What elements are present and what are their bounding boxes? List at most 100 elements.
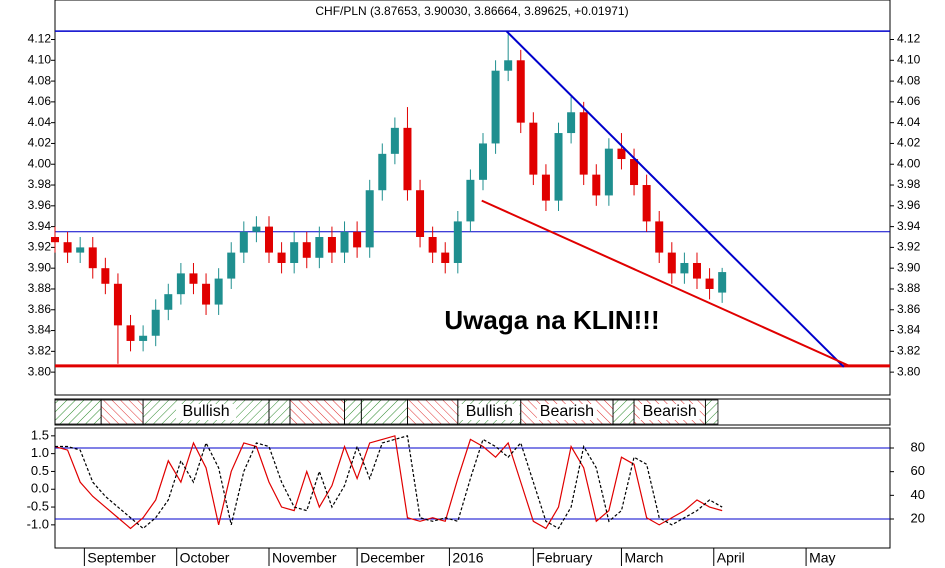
x-tick-label: April bbox=[717, 550, 745, 566]
candle-body bbox=[227, 252, 236, 279]
signal-segment bbox=[100, 399, 144, 425]
candle-body bbox=[692, 262, 701, 279]
y-tick-label: 0.0 bbox=[31, 481, 49, 496]
y2-tick-label: 60 bbox=[911, 463, 925, 478]
candle-body bbox=[604, 148, 613, 196]
signal-segment bbox=[704, 399, 719, 425]
signal-segment bbox=[289, 399, 345, 425]
candle-body bbox=[403, 127, 412, 191]
y-tick-label: 3.94 bbox=[897, 219, 921, 233]
x-tick-label: February bbox=[536, 550, 592, 566]
candle-body bbox=[491, 70, 500, 144]
signal-segment bbox=[407, 399, 459, 425]
candle-body bbox=[315, 237, 324, 258]
candle-body bbox=[592, 174, 601, 196]
candle-body bbox=[164, 294, 173, 310]
y-tick-label: 3.82 bbox=[897, 344, 921, 358]
y-tick-label: 3.86 bbox=[28, 302, 52, 316]
y-tick-label: 3.88 bbox=[28, 281, 52, 295]
candle-body bbox=[214, 278, 223, 305]
candle-body bbox=[126, 325, 135, 341]
candle-body bbox=[88, 247, 97, 269]
candle-body bbox=[478, 143, 487, 180]
candle-body bbox=[378, 153, 387, 191]
y-tick-label: 4.04 bbox=[28, 115, 52, 129]
trend-line bbox=[481, 199, 850, 367]
y-tick-label: 0.5 bbox=[31, 463, 49, 478]
label-bg bbox=[459, 404, 520, 420]
x-tick-label: November bbox=[272, 550, 337, 566]
y-tick-label: 4.02 bbox=[897, 136, 921, 150]
main-panel bbox=[54, 0, 891, 396]
trend-line bbox=[505, 30, 845, 368]
y-tick-label: 4.12 bbox=[897, 32, 921, 46]
y-tick-label: 3.84 bbox=[897, 323, 921, 337]
candle-body bbox=[516, 60, 525, 123]
signal-label: Bearish bbox=[643, 403, 697, 420]
signal-label: Bullish bbox=[466, 403, 513, 420]
y-tick-label: 3.94 bbox=[28, 219, 52, 233]
candle-body bbox=[340, 231, 349, 253]
x-tick-label: March bbox=[624, 550, 663, 566]
candle-body bbox=[466, 179, 475, 222]
candle-body bbox=[390, 127, 399, 154]
x-tick-label: 2016 bbox=[452, 550, 483, 566]
y-tick-label: 4.08 bbox=[28, 73, 52, 87]
y-tick-label: 3.90 bbox=[28, 260, 52, 274]
y-tick-label: 3.92 bbox=[28, 240, 52, 254]
signal-segment bbox=[54, 399, 102, 425]
candle-body bbox=[554, 133, 563, 201]
candle-body bbox=[139, 335, 148, 341]
signal-segment bbox=[360, 399, 408, 425]
candle-body bbox=[416, 190, 425, 237]
candle-body bbox=[101, 268, 110, 284]
x-tick-label: May bbox=[809, 550, 835, 566]
candle-body bbox=[189, 273, 198, 284]
candle-body bbox=[567, 112, 576, 134]
candle-body bbox=[290, 242, 299, 263]
y-tick-label: 4.10 bbox=[897, 52, 921, 66]
y-tick-label: -1.0 bbox=[27, 516, 49, 531]
y-tick-label: 3.92 bbox=[897, 240, 921, 254]
candle-body bbox=[617, 148, 626, 160]
signal-segment bbox=[268, 399, 291, 425]
candle-body bbox=[529, 122, 538, 175]
candle-body bbox=[176, 273, 185, 295]
y-tick-label: 3.80 bbox=[28, 364, 52, 378]
candle-body bbox=[441, 252, 450, 263]
signal-segment bbox=[612, 399, 635, 425]
signal-label: Bullish bbox=[182, 403, 229, 420]
y-tick-label: 4.00 bbox=[897, 156, 921, 170]
y-tick-label: 4.12 bbox=[28, 32, 52, 46]
y2-tick-label: 20 bbox=[911, 510, 925, 525]
candle-body bbox=[353, 231, 362, 248]
y-tick-label: 4.08 bbox=[897, 73, 921, 87]
y-tick-label: 1.5 bbox=[31, 427, 49, 442]
y-tick-label: 3.84 bbox=[28, 323, 52, 337]
candle-body bbox=[667, 252, 676, 274]
candle-body bbox=[541, 174, 550, 201]
y-tick-label: 4.06 bbox=[28, 94, 52, 108]
label-bg bbox=[639, 404, 700, 420]
oscillator-line bbox=[55, 435, 723, 530]
y-tick-label: 3.88 bbox=[897, 281, 921, 295]
x-tick-label: September bbox=[87, 550, 156, 566]
candle-body bbox=[579, 112, 588, 175]
candle-body bbox=[718, 272, 727, 293]
candle-body bbox=[327, 237, 336, 253]
candle-body bbox=[252, 226, 261, 232]
candle-body bbox=[302, 242, 311, 258]
y-tick-label: 3.98 bbox=[28, 177, 52, 191]
chart-title: CHF/PLN (3.87653, 3.90030, 3.86664, 3.89… bbox=[315, 4, 628, 18]
candle-body bbox=[151, 309, 160, 336]
x-tick-label: October bbox=[180, 550, 230, 566]
candle-body bbox=[202, 283, 211, 305]
candle-body bbox=[365, 190, 374, 248]
y-tick-label: 4.00 bbox=[28, 156, 52, 170]
candle-body bbox=[655, 221, 664, 253]
y2-tick-label: 40 bbox=[911, 487, 925, 502]
candle-body bbox=[705, 278, 714, 289]
candle-body bbox=[239, 231, 248, 253]
oscillator-panel bbox=[54, 427, 891, 549]
